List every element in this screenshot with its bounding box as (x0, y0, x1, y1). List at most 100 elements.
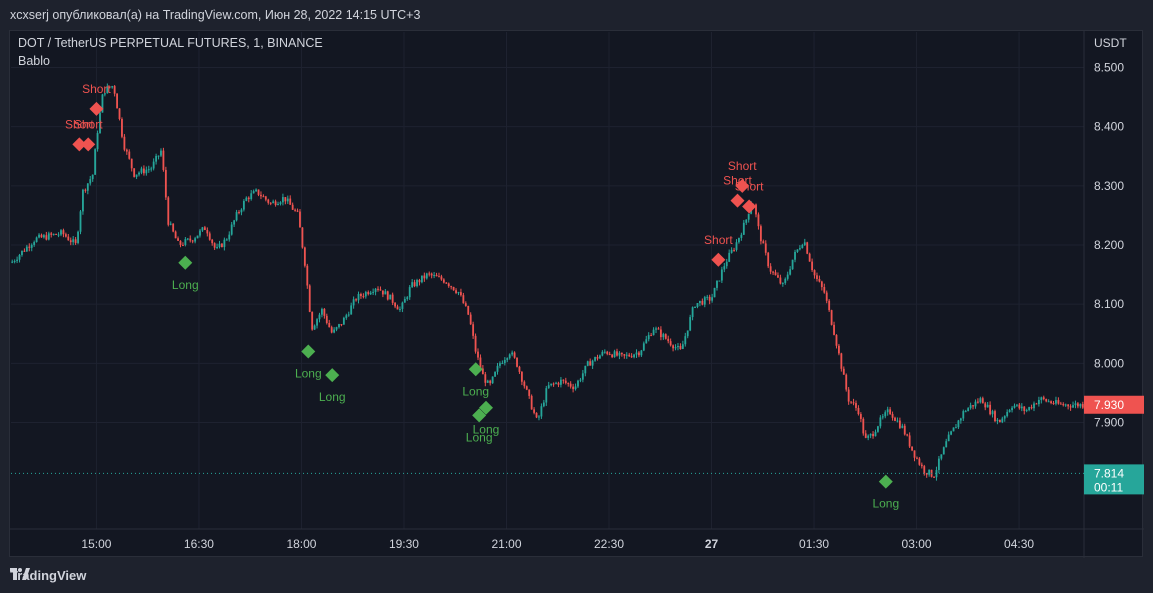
candle-body (325, 315, 328, 323)
candle-body (996, 419, 999, 422)
candle-body (620, 352, 623, 355)
chart-frame[interactable]: 8.500 8.400 8.300 8.200 8.100 8.000 7.900 15:00… (9, 30, 1144, 558)
candle-body (52, 233, 55, 235)
candle-body (323, 308, 326, 316)
candle-body (603, 351, 606, 353)
candle-body (355, 299, 357, 301)
candle-body (772, 271, 774, 273)
candle-body (379, 289, 382, 291)
candle-body (255, 189, 258, 192)
candle-body (103, 93, 106, 95)
candle-body (998, 419, 1001, 423)
candle-body (962, 411, 965, 419)
candle-body (1045, 399, 1048, 402)
footer-brand[interactable]: TradingView (10, 568, 86, 583)
candle-body (245, 197, 248, 201)
candle-body (979, 398, 982, 403)
candle-body (657, 328, 660, 330)
price-badge-value: 7.930 (1094, 398, 1124, 412)
candle-body (830, 310, 833, 325)
candle-body (667, 338, 670, 342)
candle-body (91, 174, 94, 180)
candle-body (820, 281, 823, 288)
candle-body (730, 249, 733, 253)
candle-body (128, 151, 131, 159)
candle-body (525, 386, 528, 390)
x-tick-label: 18:00 (286, 537, 316, 551)
candle-body (1076, 403, 1079, 407)
candle-body (252, 191, 255, 194)
candle-body (579, 379, 582, 381)
candle-body (859, 414, 862, 419)
candle-body (142, 168, 145, 174)
candle-body (633, 354, 635, 358)
candle-body (328, 322, 331, 328)
candle-body (559, 379, 562, 385)
candle-body (933, 476, 935, 478)
candle-body (684, 336, 687, 345)
candle-body (650, 335, 653, 337)
candle-body (742, 222, 745, 235)
candle-body (499, 363, 501, 366)
candle-body (957, 420, 960, 428)
candle-body (147, 169, 150, 171)
candle-body (1079, 404, 1082, 407)
candle-body (533, 409, 536, 413)
candle-body (157, 155, 160, 157)
candle-body (396, 306, 399, 310)
candle-body (447, 283, 450, 287)
short-signal-label: Short (65, 117, 94, 131)
candle-body (269, 202, 272, 204)
candle-body (284, 197, 287, 202)
candle-body (464, 303, 467, 306)
short-signal-marker (742, 199, 757, 214)
candle-body (974, 401, 977, 407)
candle-body (281, 197, 284, 203)
candle-body (584, 365, 587, 374)
candle-body (89, 179, 92, 184)
candle-body (516, 357, 518, 367)
candle-body (735, 242, 738, 250)
price-chart[interactable]: 8.500 8.400 8.300 8.200 8.100 8.000 7.900 15:00… (10, 31, 1144, 558)
candle-body (191, 240, 194, 242)
candle-body (708, 296, 711, 301)
candle-body (1069, 406, 1072, 408)
candle-body (681, 344, 684, 350)
candle-body (99, 112, 101, 134)
candle-body (428, 273, 431, 275)
candle-body (45, 235, 48, 240)
candle-body (640, 350, 643, 356)
candle-body (450, 286, 453, 288)
long-signal-label: Long (295, 367, 322, 381)
candle-body (889, 409, 892, 415)
candle-body (918, 458, 921, 465)
candle-body (247, 197, 250, 200)
candle-body (981, 398, 984, 404)
candle-body (1047, 401, 1050, 403)
candle-body (274, 201, 277, 206)
long-signal-label: Long (462, 384, 489, 398)
candle-body (433, 274, 436, 276)
candle-body (655, 328, 657, 330)
candle-body (116, 93, 118, 109)
candle-body (177, 238, 179, 241)
candle-body (321, 308, 323, 315)
candle-body (386, 291, 389, 300)
candle-body (642, 343, 645, 351)
candle-body (118, 108, 121, 120)
candle-body (528, 389, 531, 396)
candle-body (789, 269, 792, 275)
candle-body (267, 199, 270, 203)
candle-body (184, 239, 187, 245)
candle-body (916, 457, 918, 459)
candle-body (230, 224, 233, 235)
candle-body (718, 280, 721, 282)
candle-body (977, 401, 979, 403)
candle-body (791, 259, 794, 270)
candle-body (338, 324, 340, 328)
candle-body (125, 149, 128, 152)
candle-body (759, 226, 762, 242)
candle-body (94, 149, 97, 175)
candle-body (452, 286, 455, 291)
candle-body (189, 238, 192, 241)
